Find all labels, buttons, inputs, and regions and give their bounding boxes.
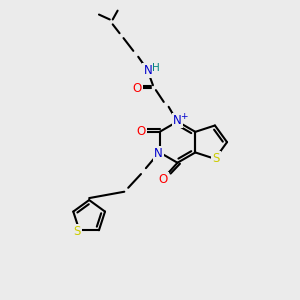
Text: O: O <box>136 125 146 138</box>
Text: N: N <box>154 147 163 160</box>
Text: N: N <box>144 64 152 77</box>
Text: O: O <box>158 173 167 186</box>
Text: +: + <box>180 112 187 121</box>
Text: H: H <box>152 63 159 73</box>
Text: S: S <box>212 152 220 165</box>
Text: O: O <box>133 82 142 95</box>
Text: S: S <box>74 225 81 238</box>
Text: N: N <box>173 114 182 127</box>
